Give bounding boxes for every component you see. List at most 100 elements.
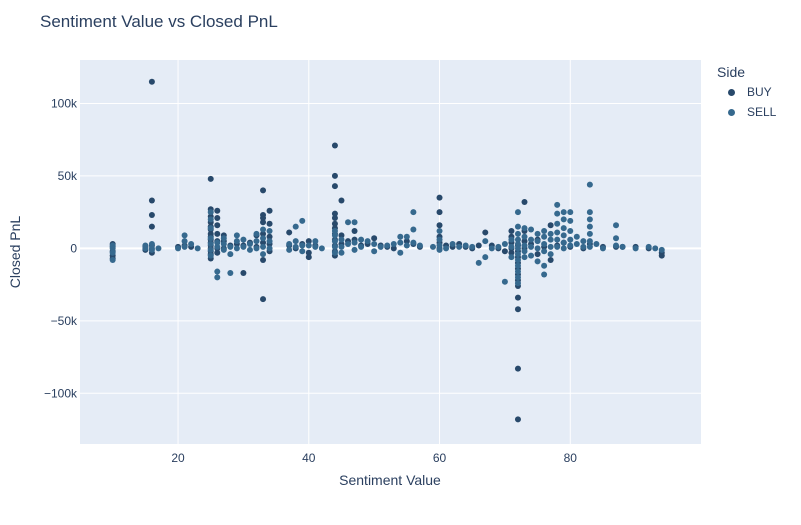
data-point-sell bbox=[541, 271, 548, 278]
data-point-sell bbox=[560, 209, 567, 216]
data-point-buy bbox=[266, 207, 273, 214]
data-point-sell bbox=[554, 220, 561, 227]
data-point-buy bbox=[214, 214, 221, 221]
data-point-sell bbox=[599, 245, 606, 252]
data-point-sell bbox=[240, 236, 247, 243]
data-point-sell bbox=[416, 242, 423, 249]
data-point-sell bbox=[508, 236, 515, 243]
data-point-sell bbox=[586, 209, 593, 216]
data-point-sell bbox=[358, 243, 365, 250]
data-point-sell bbox=[109, 245, 116, 252]
legend-title: Side bbox=[717, 64, 746, 80]
data-point-sell bbox=[227, 243, 234, 250]
data-point-buy bbox=[331, 210, 338, 217]
data-point-buy bbox=[521, 199, 528, 206]
y-tick-label: 0 bbox=[70, 241, 77, 255]
data-point-sell bbox=[148, 246, 155, 253]
data-point-sell bbox=[482, 254, 489, 261]
data-point-sell bbox=[528, 252, 535, 259]
data-point-sell bbox=[567, 236, 574, 243]
chart-title: Sentiment Value vs Closed PnL bbox=[40, 12, 278, 31]
data-point-sell bbox=[253, 245, 260, 252]
data-point-sell bbox=[436, 242, 443, 249]
data-point-buy bbox=[148, 223, 155, 230]
data-point-sell bbox=[240, 243, 247, 250]
data-point-buy bbox=[240, 270, 247, 277]
data-point-sell bbox=[586, 238, 593, 245]
data-point-sell bbox=[410, 209, 417, 216]
data-point-sell bbox=[410, 239, 417, 246]
data-point-sell bbox=[345, 219, 352, 226]
data-point-sell bbox=[613, 242, 620, 249]
data-point-sell bbox=[521, 225, 528, 232]
data-point-sell bbox=[351, 219, 358, 226]
data-point-sell bbox=[220, 246, 227, 253]
data-point-sell bbox=[508, 254, 515, 261]
data-point-sell bbox=[528, 226, 535, 233]
data-point-sell bbox=[514, 230, 521, 237]
data-point-buy bbox=[521, 238, 528, 245]
data-point-sell bbox=[560, 239, 567, 246]
data-point-sell bbox=[560, 245, 567, 252]
data-point-sell bbox=[175, 245, 182, 252]
data-point-buy bbox=[286, 229, 293, 236]
data-point-sell bbox=[299, 248, 306, 255]
data-point-buy bbox=[260, 219, 267, 226]
data-point-buy bbox=[534, 251, 541, 258]
legend-marker-buy bbox=[728, 88, 735, 96]
data-point-sell bbox=[188, 241, 195, 248]
data-point-buy bbox=[338, 197, 345, 204]
x-tick-label: 20 bbox=[171, 451, 185, 465]
data-point-sell bbox=[266, 245, 273, 252]
data-point-sell bbox=[397, 233, 404, 240]
legend-label-buy: BUY bbox=[747, 85, 772, 99]
data-point-sell bbox=[390, 241, 397, 248]
data-point-sell bbox=[528, 236, 535, 243]
data-point-sell bbox=[286, 246, 293, 253]
data-point-buy bbox=[260, 296, 267, 303]
data-point-sell bbox=[475, 259, 482, 266]
data-point-sell bbox=[580, 243, 587, 250]
data-point-buy bbox=[207, 175, 214, 182]
data-point-sell bbox=[514, 274, 521, 281]
data-point-buy bbox=[547, 222, 554, 229]
data-point-sell bbox=[560, 232, 567, 239]
data-point-sell bbox=[214, 243, 221, 250]
data-point-sell bbox=[534, 258, 541, 265]
data-point-sell bbox=[253, 230, 260, 237]
data-point-buy bbox=[331, 183, 338, 190]
data-point-sell bbox=[586, 223, 593, 230]
data-point-sell bbox=[547, 230, 554, 237]
data-point-buy bbox=[305, 254, 312, 261]
legend-item-buy[interactable]: BUY bbox=[728, 85, 772, 99]
data-point-sell bbox=[266, 227, 273, 234]
data-point-sell bbox=[207, 241, 214, 248]
data-point-sell bbox=[220, 235, 227, 242]
data-point-buy bbox=[260, 230, 267, 237]
data-point-sell bbox=[331, 243, 338, 250]
data-point-sell bbox=[436, 246, 443, 253]
data-point-sell bbox=[312, 243, 319, 250]
data-point-sell bbox=[207, 246, 214, 253]
data-point-sell bbox=[410, 226, 417, 233]
data-point-sell bbox=[260, 251, 267, 258]
x-tick-label: 40 bbox=[302, 451, 316, 465]
data-point-sell bbox=[554, 243, 561, 250]
data-point-sell bbox=[331, 249, 338, 256]
data-point-buy bbox=[148, 197, 155, 204]
data-point-sell bbox=[299, 242, 306, 249]
data-point-sell bbox=[233, 232, 240, 239]
data-point-sell bbox=[580, 238, 587, 245]
legend-item-sell[interactable]: SELL bbox=[728, 105, 776, 119]
data-point-buy bbox=[331, 220, 338, 227]
x-tick-label: 80 bbox=[564, 451, 578, 465]
data-point-sell bbox=[351, 246, 358, 253]
data-point-buy bbox=[514, 306, 521, 313]
data-point-sell bbox=[266, 238, 273, 245]
data-point-sell bbox=[351, 239, 358, 246]
data-point-sell bbox=[331, 232, 338, 239]
data-point-sell bbox=[495, 243, 502, 250]
data-point-buy bbox=[514, 294, 521, 301]
plot-area bbox=[80, 60, 701, 444]
